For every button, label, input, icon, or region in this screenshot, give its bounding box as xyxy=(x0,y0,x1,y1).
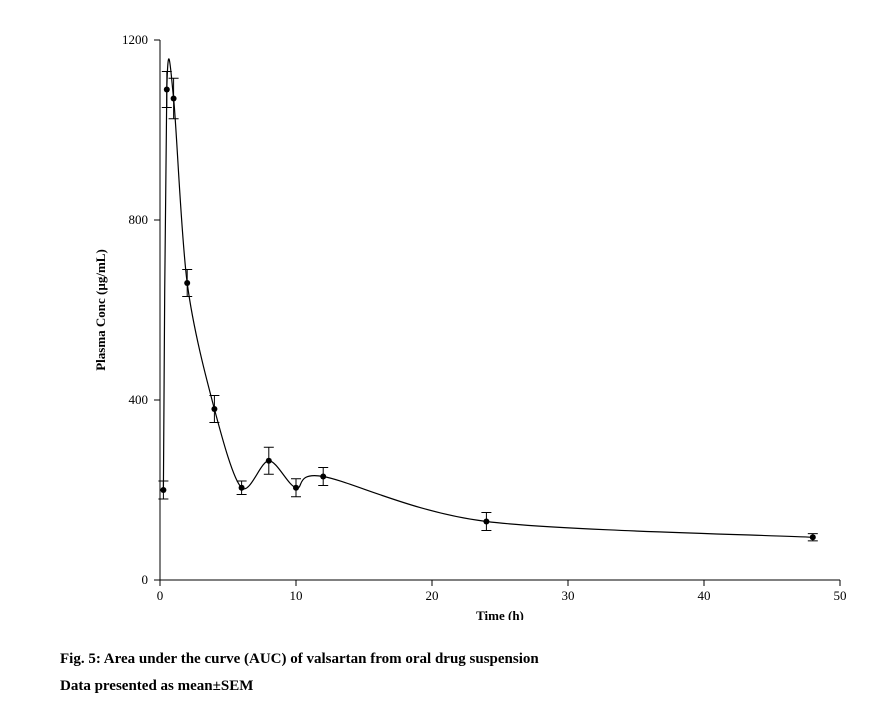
figure-caption: Fig. 5: Area under the curve (AUC) of va… xyxy=(60,646,874,700)
caption-line-2: Data presented as mean±SEM xyxy=(60,673,874,700)
y-tick-label: 400 xyxy=(129,392,149,407)
x-tick-label: 10 xyxy=(290,588,303,603)
chart-svg: 0 400 800 1200 0 10 20 30 40 50 Time (h) Plasma Con… xyxy=(20,20,870,620)
y-tick-label: 800 xyxy=(129,212,149,227)
data-marker xyxy=(810,534,816,540)
y-tick-label: 1200 xyxy=(122,32,148,47)
y-tick-label: 0 xyxy=(142,572,149,587)
x-tick-label: 30 xyxy=(562,588,575,603)
x-tick-label: 20 xyxy=(426,588,439,603)
caption-line-1: Fig. 5: Area under the curve (AUC) of va… xyxy=(60,646,874,673)
data-line xyxy=(163,59,812,537)
data-marker xyxy=(171,96,177,102)
data-marker xyxy=(266,458,272,464)
plasma-conc-chart: 0 400 800 1200 0 10 20 30 40 50 Time (h) Plasma Con… xyxy=(20,20,870,640)
x-axis-label: Time (h) xyxy=(476,608,524,620)
data-marker xyxy=(239,485,245,491)
data-marker xyxy=(320,474,326,480)
data-marker xyxy=(164,87,170,93)
x-tick-label: 0 xyxy=(157,588,164,603)
x-tick-label: 50 xyxy=(834,588,847,603)
data-marker xyxy=(160,487,166,493)
y-axis-label: Plasma Conc (µg/mL) xyxy=(93,249,108,371)
x-tick-label: 40 xyxy=(698,588,711,603)
data-marker xyxy=(293,485,299,491)
data-marker xyxy=(483,519,489,525)
data-marker xyxy=(211,406,217,412)
data-marker xyxy=(184,280,190,286)
